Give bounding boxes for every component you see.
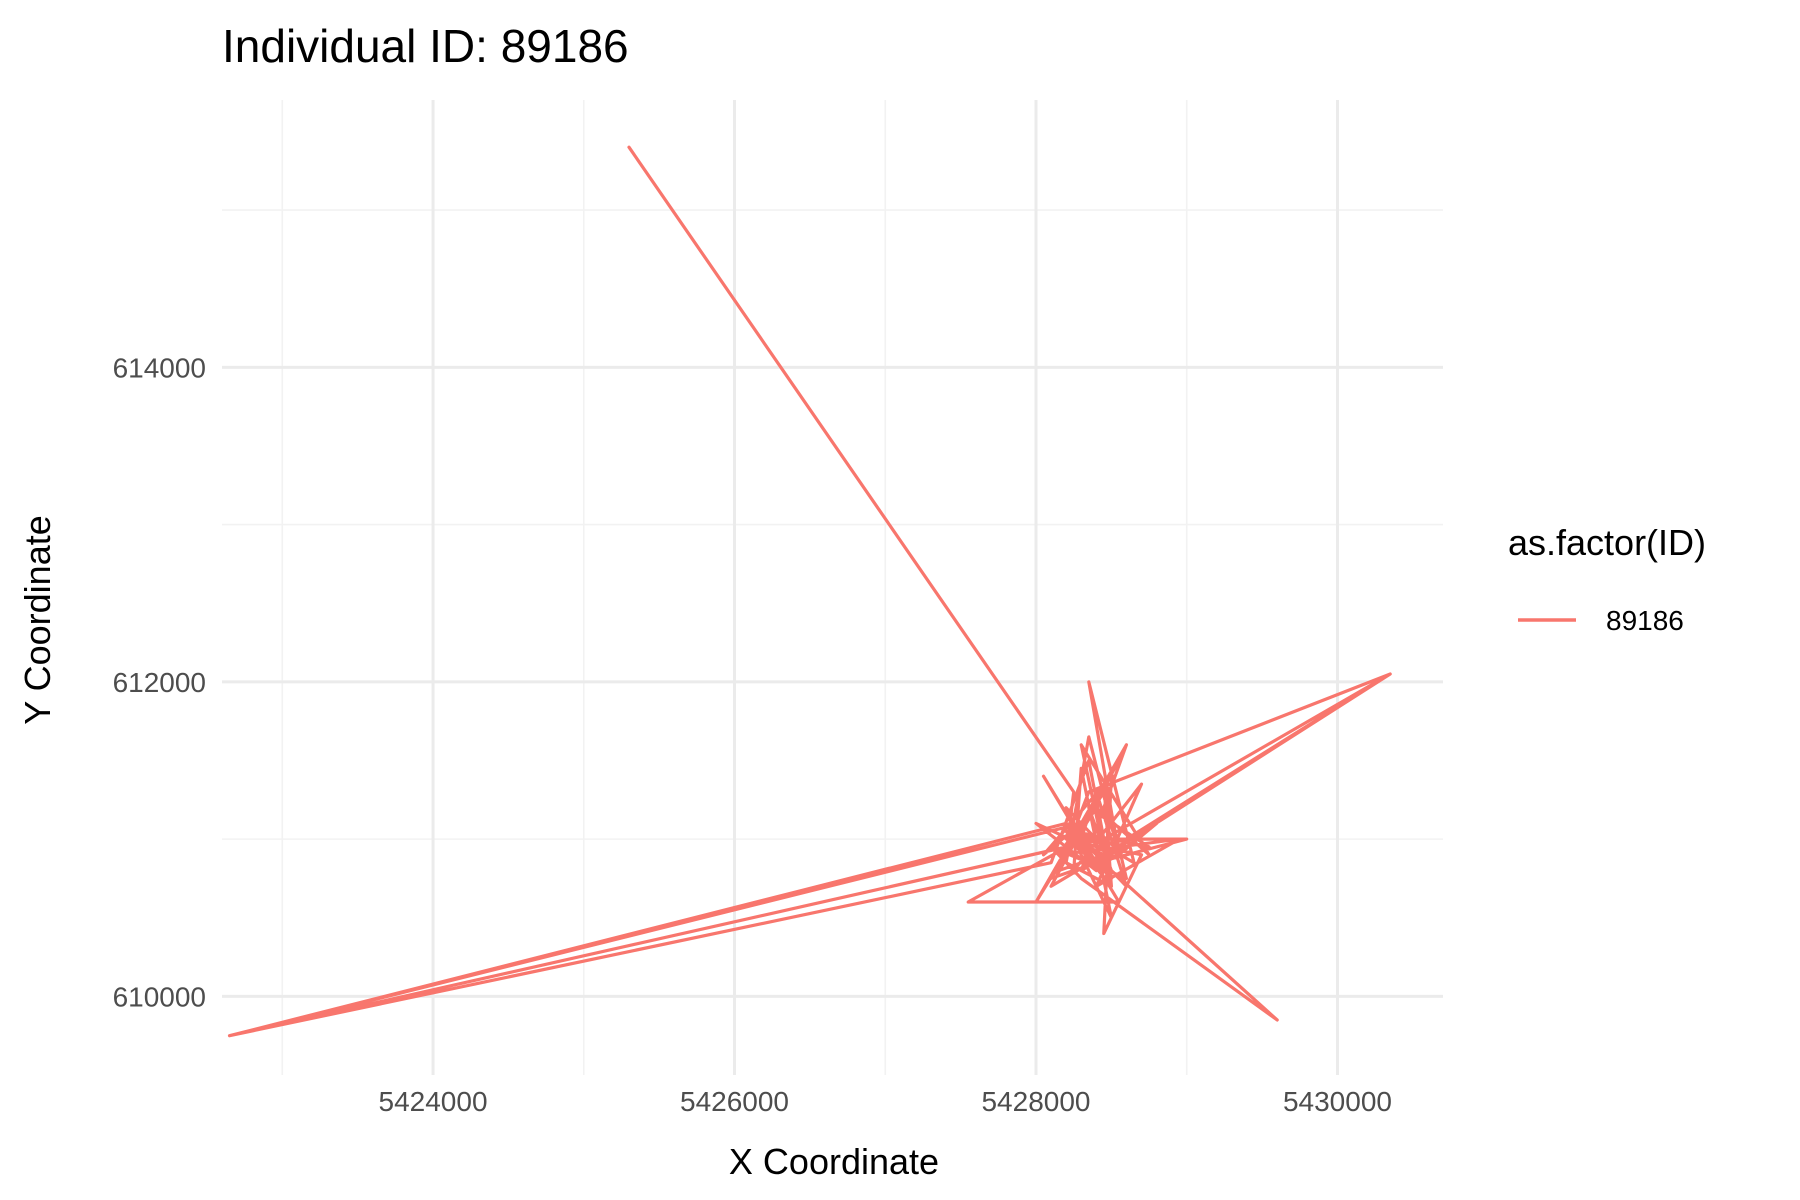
legend-title: as.factor(ID) bbox=[1508, 522, 1706, 563]
y-tick-label: 614000 bbox=[113, 352, 206, 383]
major-gridlines bbox=[222, 100, 1443, 1075]
x-axis-title: X Coordinate bbox=[729, 1141, 939, 1182]
minor-gridlines bbox=[222, 100, 1443, 1075]
x-tick-label: 5428000 bbox=[981, 1086, 1090, 1117]
legend-label: 89186 bbox=[1606, 605, 1684, 636]
series-lines bbox=[227, 145, 1392, 1038]
y-tick-label: 612000 bbox=[113, 667, 206, 698]
y-tick-label: 610000 bbox=[113, 981, 206, 1012]
x-tick-label: 5424000 bbox=[379, 1086, 488, 1117]
y-axis-title: Y Coordinate bbox=[17, 515, 58, 724]
x-tick-label: 5426000 bbox=[680, 1086, 789, 1117]
x-axis-tick-labels: 5424000 5426000 5428000 5430000 bbox=[379, 1086, 1392, 1117]
series-line-89186 bbox=[227, 145, 1392, 1038]
chart-title: Individual ID: 89186 bbox=[222, 20, 629, 72]
x-tick-label: 5430000 bbox=[1283, 1086, 1392, 1117]
legend: as.factor(ID) 89186 bbox=[1508, 522, 1706, 636]
y-axis-tick-labels: 610000 612000 614000 bbox=[113, 352, 206, 1012]
